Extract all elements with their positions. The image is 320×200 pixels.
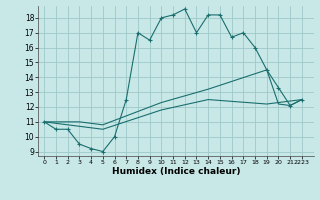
X-axis label: Humidex (Indice chaleur): Humidex (Indice chaleur) — [112, 167, 240, 176]
